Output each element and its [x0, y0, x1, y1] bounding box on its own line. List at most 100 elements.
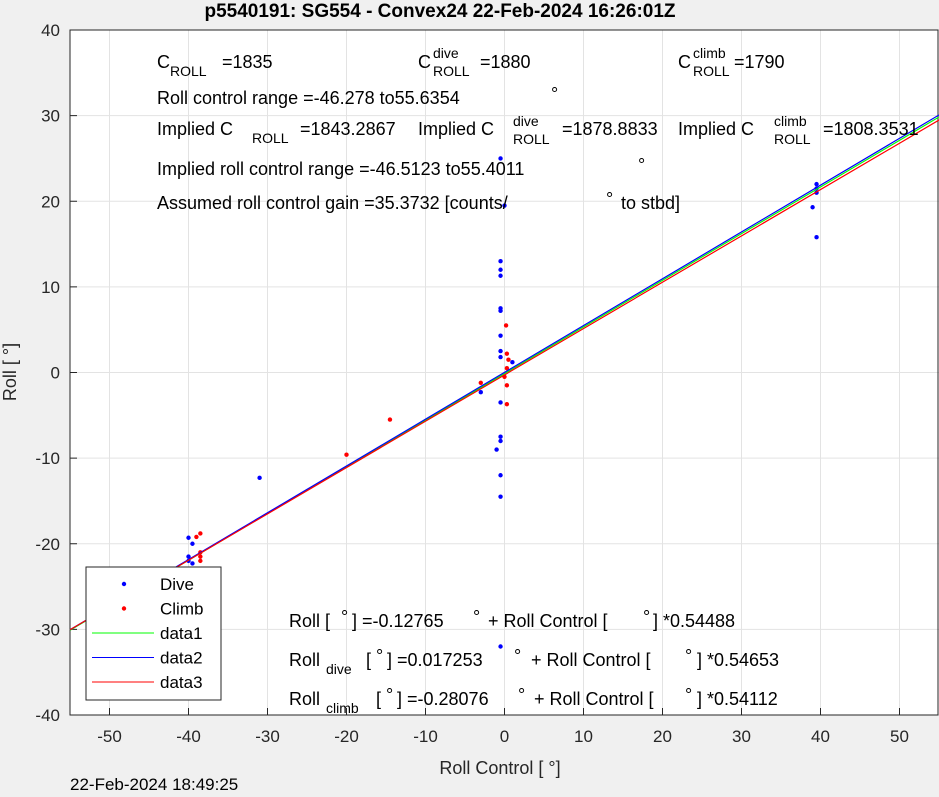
point — [498, 273, 503, 278]
point — [502, 203, 507, 208]
annotation: + Roll Control [ — [488, 611, 608, 631]
x-tick-label: -40 — [176, 727, 201, 746]
point — [504, 401, 510, 407]
annotation: Assumed roll control gain =35.3732 [coun… — [157, 193, 508, 213]
annotation: C — [418, 52, 431, 72]
point — [190, 541, 195, 546]
x-axis-label: Roll Control [ °] — [439, 758, 560, 778]
annotation: ° — [473, 607, 480, 627]
annotation: ° — [638, 155, 645, 175]
y-tick-label: -40 — [35, 706, 60, 725]
annotation: ] =-0.12765 — [352, 611, 444, 631]
annotation: ° — [606, 189, 613, 209]
annotation: =1878.8833 — [562, 119, 658, 139]
annotation: to stbd] — [621, 193, 680, 213]
point — [344, 452, 349, 457]
annotation: [ — [376, 689, 381, 709]
annotation: ° — [685, 646, 692, 666]
annotation: C — [157, 52, 170, 72]
annotation: ] =0.017253 — [387, 650, 483, 670]
point — [498, 333, 503, 338]
legend-label: Climb — [160, 600, 203, 619]
point — [198, 554, 203, 559]
x-tick-label: 0 — [500, 727, 509, 746]
x-tick-label: 30 — [732, 727, 751, 746]
legend-label: Dive — [160, 575, 194, 594]
x-tick-label: -10 — [413, 727, 438, 746]
fit-line — [69, 114, 939, 631]
annotation: Implied C — [678, 119, 754, 139]
annotation: Roll — [289, 689, 320, 709]
annotation: ° — [341, 607, 348, 627]
annotation: =1880 — [480, 52, 531, 72]
point — [498, 156, 503, 161]
point — [510, 360, 515, 365]
point — [498, 354, 503, 360]
annotation: Implied C — [418, 119, 494, 139]
x-tick-label: 50 — [890, 727, 909, 746]
point — [814, 181, 819, 187]
annotation: ° — [514, 646, 521, 666]
annotation: Roll [ — [289, 611, 330, 631]
annotation: ROLL — [170, 63, 207, 79]
point — [498, 348, 503, 354]
annotation: ROLL — [693, 63, 730, 79]
point — [186, 535, 191, 540]
point — [506, 357, 511, 362]
legend-marker — [121, 581, 127, 587]
legend-label: data2 — [160, 649, 203, 668]
x-tick-label: -30 — [255, 727, 280, 746]
annotation: climb — [693, 45, 726, 61]
point — [498, 494, 503, 499]
point — [478, 380, 483, 385]
annotation: ° — [376, 646, 383, 666]
annotation: ° — [685, 685, 692, 705]
annotation: C — [678, 52, 691, 72]
point — [504, 351, 510, 356]
y-tick-label: 20 — [41, 192, 60, 211]
point — [478, 389, 483, 395]
annotation: Roll — [289, 650, 320, 670]
annotation: dive — [433, 45, 459, 61]
x-tick-label: -20 — [334, 727, 359, 746]
point — [810, 205, 815, 210]
annotation: =1843.2867 — [300, 119, 396, 139]
annotation: ° — [551, 84, 558, 104]
annotation: dive — [513, 113, 539, 129]
point — [498, 400, 503, 405]
annotation: ROLL — [774, 131, 811, 147]
point — [494, 447, 499, 452]
annotation: + Roll Control [ — [534, 689, 654, 709]
legend-label: data3 — [160, 673, 203, 692]
annotation: ] =-0.28076 — [397, 689, 489, 709]
point — [498, 644, 503, 649]
point — [198, 531, 203, 536]
y-tick-label: 40 — [41, 21, 60, 40]
annotation: climb — [774, 113, 807, 129]
y-tick-label: 30 — [41, 107, 60, 126]
point — [498, 267, 503, 272]
x-tick-label: 10 — [574, 727, 593, 746]
fit-line — [69, 119, 939, 631]
annotation: ° — [643, 607, 650, 627]
point — [186, 554, 191, 559]
annotation: ° — [518, 685, 525, 705]
point — [194, 534, 199, 540]
legend-marker — [121, 606, 127, 611]
point — [198, 558, 203, 564]
y-axis-label: Roll [ °] — [0, 343, 20, 401]
point — [504, 366, 510, 371]
chart-title: p5540191: SG554 - Convex24 22-Feb-2024 1… — [204, 1, 675, 22]
annotation: ° — [386, 685, 393, 705]
point — [190, 561, 195, 566]
annotation: ] *0.54112 — [697, 689, 778, 709]
annotation: Roll control range =-46.278 to55.6354 — [157, 88, 460, 108]
annotation: ROLL — [513, 131, 550, 147]
point — [498, 258, 503, 264]
annotation: =1808.3531 — [823, 119, 919, 139]
axes-box — [69, 29, 939, 716]
point — [257, 475, 262, 481]
x-tick-label: 40 — [811, 727, 830, 746]
